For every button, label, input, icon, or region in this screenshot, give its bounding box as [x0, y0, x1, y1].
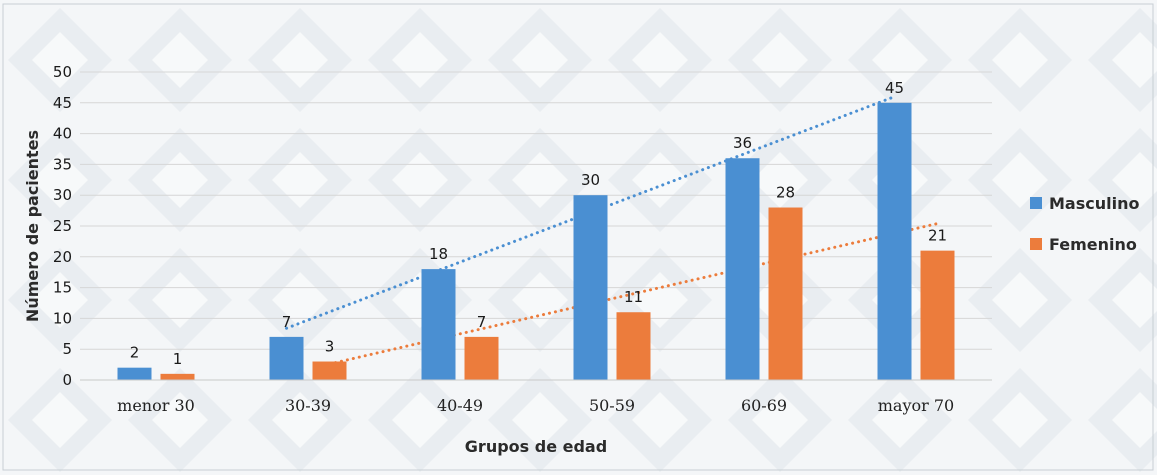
- y-tick-label: 25: [53, 217, 72, 235]
- y-tick-label: 45: [53, 94, 72, 112]
- trendline-masculino: [285, 95, 896, 330]
- y-tick-label: 10: [53, 309, 72, 327]
- y-axis-title: Número de pacientes: [23, 130, 42, 322]
- data-label: 21: [928, 227, 947, 245]
- legend-label-femenino: Femenino: [1049, 235, 1137, 254]
- y-tick-label: 50: [53, 63, 72, 81]
- y-tick-label: 15: [53, 279, 72, 297]
- x-tick-label: menor 30: [117, 396, 195, 415]
- data-label: 28: [776, 184, 795, 202]
- bar-femenino-menor-30: [160, 373, 195, 380]
- y-tick-label: 35: [53, 155, 72, 173]
- legend: Masculino Femenino: [1030, 194, 1139, 254]
- chart-frame: [2, 3, 1154, 471]
- data-label: 7: [477, 313, 487, 331]
- x-tick-label: 60-69: [741, 396, 787, 415]
- bar-masculino-50-59: [573, 195, 608, 380]
- data-label: 30: [581, 171, 600, 189]
- bar-masculino-menor-30: [117, 367, 152, 380]
- x-tick-label: 50-59: [589, 396, 635, 415]
- bar-femenino-60-69: [768, 207, 803, 380]
- x-tick-label: 30-39: [285, 396, 331, 415]
- y-tick-label: 30: [53, 186, 72, 204]
- data-label: 2: [130, 344, 140, 362]
- y-tick-label: 40: [53, 125, 72, 143]
- legend-swatch-femenino: [1030, 238, 1042, 250]
- y-tick-label: 0: [62, 371, 72, 389]
- data-label: 18: [429, 245, 448, 263]
- legend-swatch-masculino: [1030, 197, 1042, 209]
- bar-masculino-60-69: [725, 158, 760, 380]
- gridlines: [80, 71, 992, 350]
- bar-femenino-40-49: [464, 336, 499, 380]
- data-label: 1: [173, 350, 183, 368]
- bar-femenino-mayor-70: [920, 250, 955, 380]
- x-tick-label: mayor 70: [878, 396, 954, 415]
- x-axis-title: Grupos de edad: [465, 437, 607, 456]
- bars: [117, 102, 955, 381]
- bar-femenino-50-59: [616, 312, 651, 380]
- y-tick-label: 20: [53, 248, 72, 266]
- bar-masculino-30-39: [269, 336, 304, 380]
- y-tick-label: 5: [62, 340, 72, 358]
- x-axis-categories: menor 30 30-39 40-49 50-59 60-69 mayor 70: [117, 396, 954, 415]
- bar-masculino-40-49: [421, 269, 456, 380]
- data-label: 3: [325, 338, 335, 356]
- bar-masculino-mayor-70: [877, 102, 912, 381]
- y-axis-ticks: 0 5 10 15 20 25 30 35 40 45 50: [53, 63, 72, 389]
- data-label: 11: [624, 288, 643, 306]
- data-label: 36: [733, 134, 752, 152]
- data-label: 7: [282, 313, 292, 331]
- bar-femenino-30-39: [312, 361, 347, 380]
- legend-label-masculino: Masculino: [1049, 194, 1139, 213]
- x-tick-label: 40-49: [437, 396, 483, 415]
- data-label: 45: [885, 79, 904, 97]
